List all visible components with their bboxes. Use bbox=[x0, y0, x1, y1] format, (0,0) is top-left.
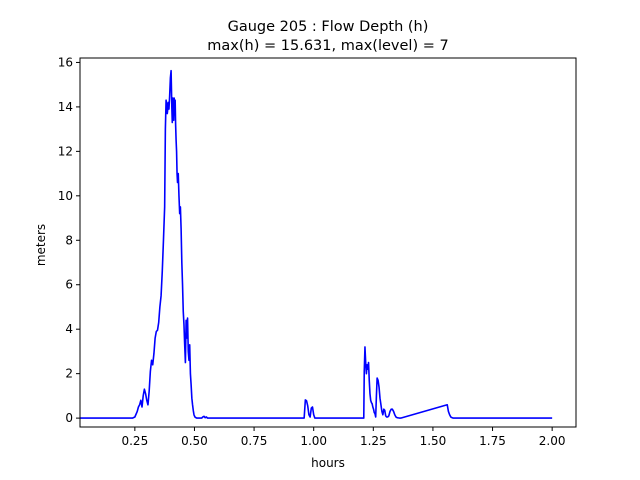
y-tick-label: 16 bbox=[58, 55, 73, 69]
x-tick-label: 1.75 bbox=[479, 434, 506, 448]
x-tick-label: 1.25 bbox=[360, 434, 387, 448]
series-line-0 bbox=[80, 69, 553, 419]
plot-area: 0.25 0.50 0.75 1.00 1.25 1.50 1.75 2.00 0 2 4 6 8 10 1… bbox=[58, 55, 577, 448]
y-tick-label: 14 bbox=[58, 100, 73, 114]
y-axis-label: meters bbox=[34, 224, 48, 266]
y-tick-label: 0 bbox=[65, 411, 73, 425]
x-axis-label: hours bbox=[311, 456, 345, 470]
y-tick-label: 6 bbox=[65, 278, 73, 292]
x-tick-label: 2.00 bbox=[539, 434, 566, 448]
axes-frame bbox=[79, 57, 577, 428]
y-tick-label: 2 bbox=[65, 367, 73, 381]
chart-subtitle: max(h) = 15.631, max(level) = 7 bbox=[207, 38, 448, 54]
y-tick-label: 12 bbox=[58, 144, 73, 158]
y-tick-label: 8 bbox=[65, 233, 73, 247]
y-tick-label: 4 bbox=[65, 322, 73, 336]
chart-title: Gauge 205 : Flow Depth (h) bbox=[228, 19, 429, 35]
title: Gauge 205 : Flow Depth (h) max(h) = 15.6… bbox=[207, 19, 448, 54]
x-tick-label: 0.50 bbox=[181, 434, 208, 448]
x-tick-label: 1.00 bbox=[300, 434, 327, 448]
x-tick-label: 1.50 bbox=[420, 434, 447, 448]
x-tick-label: 0.25 bbox=[121, 434, 148, 448]
y-tick-label: 10 bbox=[58, 189, 73, 203]
x-tick-label: 0.75 bbox=[241, 434, 268, 448]
